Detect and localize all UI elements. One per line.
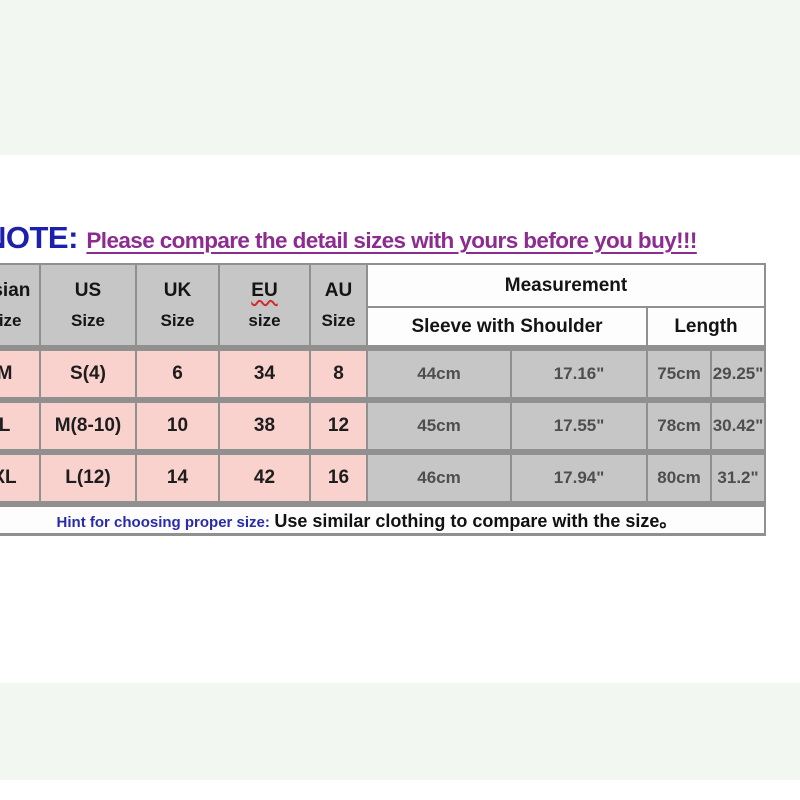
row-3-length-cm: 80cm <box>646 449 712 505</box>
row-1-uk-size: 6 <box>135 345 220 401</box>
header-length: Length <box>646 306 766 349</box>
header-asian-line1: Asian <box>0 279 31 301</box>
size-table: Asian Size US Size UK Size EU size AU Si… <box>0 263 766 536</box>
header-au-line2: Size <box>321 310 356 330</box>
row-2-uk-size: 10 <box>135 397 220 453</box>
note-message: Please compare the detail sizes with you… <box>86 228 697 253</box>
row-3-us-size: L(12) <box>39 449 137 505</box>
row-2-asian-size: L <box>0 397 41 453</box>
header-asian-line2: Size <box>0 310 22 330</box>
table-row-2: L M(8-10) 10 38 12 45cm 17.55" 78cm 30.4… <box>0 397 766 453</box>
row-1-sleeve-in: 17.16" <box>510 345 648 401</box>
table-row-3: XL L(12) 14 42 16 46cm 17.94" 80cm 31.2" <box>0 449 766 505</box>
note-line: NOTE: Please compare the detail sizes wi… <box>0 219 697 263</box>
header-eu-size: EU size <box>218 263 311 349</box>
background-band-bottom <box>0 683 800 780</box>
row-3-uk-size: 14 <box>135 449 220 505</box>
row-2-sleeve-in: 17.55" <box>510 397 648 453</box>
header-uk-line1: UK <box>163 279 192 301</box>
header-us-line2: Size <box>70 310 106 330</box>
row-3-length-in: 31.2" <box>710 449 766 505</box>
header-uk-line2: Size <box>160 310 195 330</box>
header-uk-size: UK Size <box>135 263 220 349</box>
background-band-top <box>0 0 800 155</box>
row-1-length-in: 29.25" <box>710 345 766 401</box>
header-au-line1: AU <box>324 279 353 301</box>
row-3-sleeve-cm: 46cm <box>366 449 512 505</box>
header-row-sub: Sleeve with Shoulder Length <box>0 306 766 349</box>
row-1-us-size: S(4) <box>39 345 137 401</box>
row-3-asian-size: XL <box>0 449 41 505</box>
row-2-us-size: M(8-10) <box>39 397 137 453</box>
header-eu-line2: size <box>248 310 281 330</box>
note-label: NOTE: <box>0 220 78 255</box>
row-3-au-size: 16 <box>309 449 368 505</box>
row-3-sleeve-in: 17.94" <box>510 449 648 505</box>
row-2-sleeve-cm: 45cm <box>366 397 512 453</box>
row-1-length-cm: 75cm <box>646 345 712 401</box>
hint-row: Hint for choosing proper size: Use simil… <box>0 501 766 536</box>
hint-cell: Hint for choosing proper size: Use simil… <box>0 501 766 536</box>
header-us-line1: US <box>74 279 102 301</box>
table-row-1: M S(4) 6 34 8 44cm 17.16" 75cm 29.25" <box>0 345 766 401</box>
header-row-top: Asian Size US Size UK Size EU size AU Si… <box>0 263 766 349</box>
row-1-sleeve-cm: 44cm <box>366 345 512 401</box>
header-eu-line1: EU <box>251 279 278 301</box>
row-1-au-size: 8 <box>309 345 368 401</box>
header-sleeve-with-shoulder: Sleeve with Shoulder <box>366 306 648 349</box>
row-2-au-size: 12 <box>309 397 368 453</box>
row-2-length-cm: 78cm <box>646 397 712 453</box>
header-us-size: US Size <box>39 263 137 349</box>
row-2-eu-size: 38 <box>218 397 311 453</box>
header-asian-size: Asian Size <box>0 263 41 349</box>
hint-message: Use similar clothing to compare with the… <box>274 511 678 531</box>
hint-label: Hint for choosing proper size: <box>56 514 270 531</box>
row-1-eu-size: 34 <box>218 345 311 401</box>
row-2-length-in: 30.42" <box>710 397 766 453</box>
row-1-asian-size: M <box>0 345 41 401</box>
header-au-size: AU Size <box>309 263 368 349</box>
header-measurement: Measurement <box>366 263 766 308</box>
row-3-eu-size: 42 <box>218 449 311 505</box>
